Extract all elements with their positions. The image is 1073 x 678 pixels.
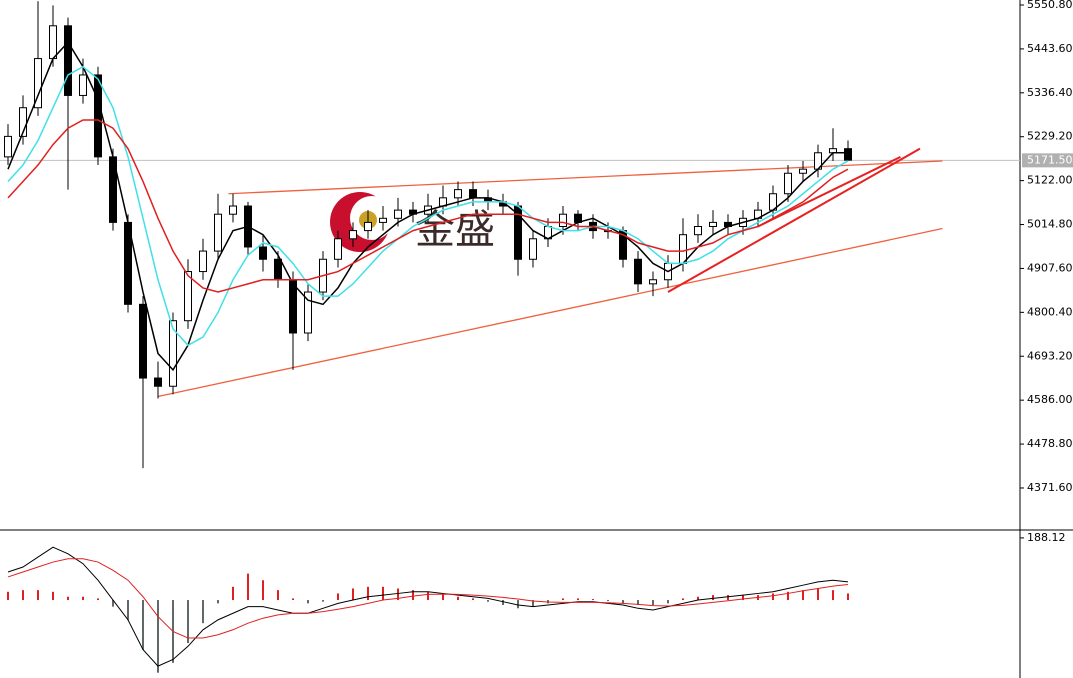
candle-body (259, 246, 267, 260)
candle-body (634, 258, 642, 285)
candle-body (799, 168, 807, 174)
y-tick-label: 5443.60 (1027, 42, 1073, 55)
y-tick-label: 4907.60 (1027, 261, 1073, 274)
y-tick-label: 4693.20 (1027, 349, 1073, 362)
candle-body (79, 74, 87, 96)
candle-body (94, 74, 102, 158)
macd-line (7, 546, 849, 667)
y-tick-label: 5014.80 (1027, 218, 1073, 231)
candle-body (229, 205, 237, 215)
candle-body (394, 209, 402, 219)
candle-body (784, 172, 792, 195)
moving-average (7, 119, 849, 293)
candle-body (289, 279, 297, 334)
y-tick-label: 188.12 (1027, 531, 1066, 544)
candle-body (169, 320, 177, 387)
y-tick-label: 4371.60 (1027, 481, 1073, 494)
y-tick-label: 5229.20 (1027, 130, 1073, 143)
candle-body (199, 250, 207, 273)
candle-body (709, 221, 717, 227)
y-tick-label: 4478.80 (1027, 437, 1073, 450)
candle-body (304, 291, 312, 334)
candle-body (649, 279, 657, 285)
moving-average (7, 65, 849, 347)
candle-body (64, 25, 72, 96)
trendline (757, 155, 901, 228)
candle-body (49, 25, 57, 60)
candle-body (349, 230, 357, 240)
moving-average (7, 40, 848, 372)
candle-body (274, 258, 282, 281)
candle-body (364, 221, 372, 232)
signal-line (7, 558, 849, 639)
candle-body (184, 271, 192, 322)
y-tick-label: 4586.00 (1027, 393, 1073, 406)
candle-body (4, 135, 12, 158)
candle-body (34, 58, 42, 109)
y-tick-label: 5122.00 (1027, 174, 1073, 187)
candle-body (214, 213, 222, 252)
candle-body (679, 234, 687, 264)
candle-body (469, 189, 477, 199)
candle-body (334, 238, 342, 260)
candle-body (694, 225, 702, 236)
candle-body (454, 189, 462, 199)
y-tick-label: 5550.80 (1027, 0, 1073, 11)
trendline (228, 160, 943, 195)
candle-body (154, 377, 162, 387)
last-price-label: 5171.50 (1027, 153, 1073, 166)
last-price-box (1022, 153, 1073, 168)
y-tick-label: 5336.40 (1027, 86, 1073, 99)
candle-body (844, 148, 852, 161)
candle-body (139, 303, 147, 379)
trendline (667, 147, 921, 293)
candle-body (379, 217, 387, 223)
candle-body (529, 238, 537, 260)
y-tick-label: 4800.40 (1027, 305, 1073, 318)
trendline (157, 227, 943, 398)
candle-body (559, 213, 567, 227)
